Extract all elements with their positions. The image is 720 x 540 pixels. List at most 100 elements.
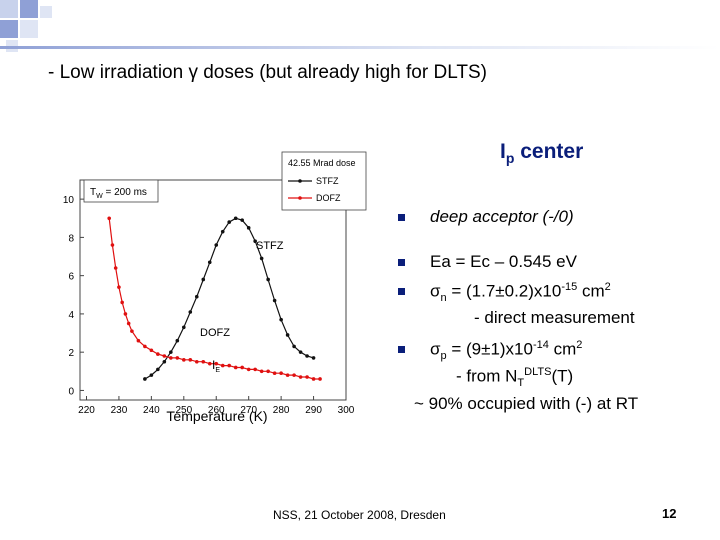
label-dofz: DOFZ	[200, 327, 230, 339]
data-point	[259, 256, 264, 261]
decor-square	[20, 20, 38, 38]
x-tick-label: 240	[143, 405, 160, 416]
data-point	[156, 352, 160, 356]
data-point	[175, 356, 180, 360]
x-tick-label: 270	[240, 405, 257, 416]
bullet-marker	[398, 214, 405, 221]
legend-label-stfz: STFZ	[316, 176, 339, 186]
data-point	[201, 359, 206, 364]
bullet-sigma-p: σp = (9±1)x10-14 cm2	[430, 339, 583, 363]
x-tick-label: 260	[208, 405, 225, 416]
data-point	[162, 354, 167, 358]
inset-label: TW = 200 ms	[90, 187, 147, 200]
bullet-marker	[398, 259, 405, 266]
data-point	[233, 365, 238, 370]
legend-marker-dofz	[298, 196, 302, 200]
decor-square	[0, 0, 18, 18]
y-tick-label: 6	[68, 272, 74, 283]
data-point	[266, 369, 270, 374]
data-point	[259, 369, 264, 374]
center-label-sub: p	[505, 150, 515, 167]
data-point	[246, 367, 251, 372]
data-point	[233, 216, 238, 221]
data-point	[136, 338, 141, 343]
bullet-activation-energy: Ea = Ec – 0.545 eV	[430, 252, 577, 271]
data-point	[292, 344, 296, 349]
y-tick-label: 2	[68, 348, 74, 359]
y-tick-label: 10	[63, 195, 75, 206]
data-point	[182, 358, 186, 362]
x-tick-label: 290	[305, 405, 322, 416]
data-point	[285, 333, 290, 337]
data-point	[305, 354, 309, 358]
y-ticks: 0 2 4 6 8 10	[63, 195, 84, 397]
bullet-sigma-n: σn = (1.7±0.2)x10-15 cm2	[430, 281, 611, 305]
data-point	[227, 363, 232, 368]
data-point	[298, 375, 303, 379]
series-line	[144, 217, 314, 380]
data-point	[292, 373, 296, 377]
bullet-marker	[398, 346, 405, 353]
data-point	[305, 375, 309, 379]
data-point	[207, 260, 212, 265]
data-point	[220, 229, 225, 234]
decor-square	[40, 6, 52, 18]
data-point	[298, 350, 303, 354]
series-line	[108, 218, 320, 380]
y-tick-label: 8	[68, 233, 74, 244]
data-point	[214, 243, 219, 247]
x-ticks: 220 230 240 250 260 270 280 290 300	[78, 396, 355, 416]
data-point	[130, 329, 134, 333]
data-point	[207, 361, 212, 366]
data-point	[285, 373, 290, 377]
peak-label: IE	[212, 358, 220, 374]
series-dofz	[107, 216, 322, 381]
data-point	[272, 298, 277, 303]
data-point	[120, 300, 124, 305]
data-point	[227, 220, 232, 224]
x-tick-label: 220	[78, 405, 95, 416]
data-point	[117, 285, 121, 289]
bullet-occupancy-note: ~ 90% occupied with (-) at RT	[414, 394, 639, 413]
data-point	[318, 377, 322, 381]
y-tick-label: 4	[68, 310, 74, 321]
decor-square	[20, 0, 38, 18]
inset-box	[83, 179, 159, 203]
plot-frame	[79, 179, 347, 401]
data-point	[240, 218, 244, 222]
data-point	[107, 216, 111, 221]
series-stfz	[143, 216, 316, 381]
x-tick-label: 280	[273, 405, 290, 416]
center-label: Ip center	[500, 140, 583, 166]
data-point	[279, 317, 283, 322]
slide-title: - Low irradiation γ doses (but already h…	[48, 62, 487, 83]
legend-title: 42.55 Mrad dose	[288, 158, 356, 168]
data-point	[311, 356, 316, 360]
data-point	[182, 325, 186, 330]
data-point	[272, 371, 277, 376]
data-point	[149, 373, 154, 377]
data-point	[266, 277, 270, 282]
data-point	[143, 344, 147, 349]
x-tick-label: 230	[111, 405, 128, 416]
bullet-sigma-n-note: - direct measurement	[474, 308, 635, 327]
footer-text: NSS, 21 October 2008, Dresden	[273, 508, 446, 522]
data-point	[149, 348, 154, 353]
data-point	[143, 377, 147, 381]
data-point	[253, 239, 257, 244]
x-axis-label: Temperature (K)	[166, 408, 267, 424]
data-point	[126, 321, 131, 326]
data-point	[156, 367, 160, 372]
data-point	[194, 294, 199, 299]
data-point	[188, 310, 193, 314]
data-point	[311, 377, 316, 381]
data-point	[113, 266, 118, 270]
data-point	[240, 365, 244, 370]
center-label-main: I	[500, 140, 506, 163]
center-label-rest: center	[514, 140, 584, 163]
data-point	[175, 338, 180, 343]
data-point	[110, 243, 115, 247]
data-point	[201, 277, 206, 282]
data-point	[188, 358, 193, 362]
data-point	[169, 356, 173, 360]
